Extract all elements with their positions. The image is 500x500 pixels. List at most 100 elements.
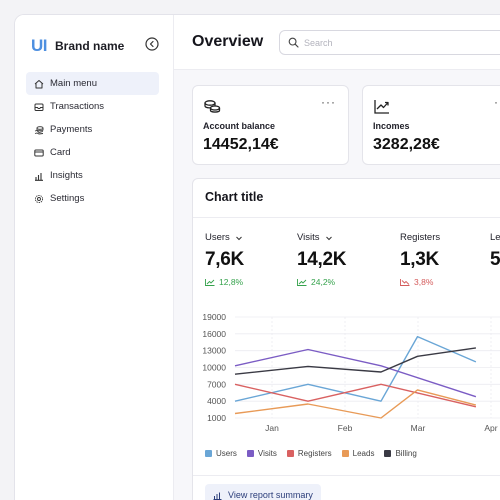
legend-label: Users: [216, 449, 237, 458]
top-bar: Overview: [174, 15, 500, 70]
metric-name: Le: [490, 232, 500, 243]
coins-stack-icon: [204, 100, 221, 113]
inbox-icon: [34, 103, 44, 111]
view-report-button[interactable]: View report summary: [205, 484, 321, 500]
home-icon: [34, 79, 44, 88]
chevron-down-icon: [235, 236, 242, 240]
sidebar: UI Brand name Main menu Transactions Pay…: [15, 15, 174, 500]
y-tick-label: 19000: [202, 312, 226, 322]
sidebar-nav: Main menu Transactions Payments Card Ins…: [26, 72, 159, 210]
chart-card: Chart title Users 7,6K 12,8% Visits 14,2…: [192, 178, 500, 500]
sidebar-item-settings[interactable]: Settings: [26, 187, 159, 210]
legend-item-visits[interactable]: Visits: [246, 449, 277, 458]
view-report-label: View report summary: [228, 490, 313, 500]
brand: UI Brand name: [31, 36, 159, 56]
series-line-leads: [234, 389, 477, 419]
x-tick-label: Feb: [338, 423, 353, 433]
sidebar-item-payments[interactable]: Payments: [26, 118, 159, 141]
line-chart: 19000 16000 13000 10000 7000 4000 1000 Jan Feb Ma…: [202, 312, 500, 433]
metric-value: 7,6K: [205, 249, 244, 270]
more-options-icon[interactable]: ···: [321, 95, 336, 109]
page-title: Overview: [192, 33, 264, 50]
legend-item-leads[interactable]: Leads: [341, 449, 375, 458]
legend-swatch: [341, 450, 349, 457]
legend-swatch: [384, 450, 392, 457]
stat-value: 14452,14€: [203, 136, 279, 153]
search-icon: [288, 37, 299, 48]
y-tick-label: 1000: [207, 413, 226, 423]
brand-name: Brand name: [55, 39, 125, 53]
incomes-card: ··· Incomes 3282,28€: [362, 85, 500, 165]
legend-swatch: [205, 450, 212, 457]
y-tick-label: 4000: [207, 396, 226, 406]
legend-swatch: [286, 450, 294, 457]
trend-up-icon: [297, 279, 307, 286]
legend-label: Visits: [257, 449, 277, 458]
metric-leads: Le 5: [490, 232, 500, 271]
sidebar-item-transactions[interactable]: Transactions: [26, 95, 159, 118]
legend-label: Billing: [395, 449, 417, 458]
sidebar-item-label: Main menu: [50, 78, 97, 89]
x-tick-label: Jan: [265, 423, 279, 433]
gear-icon: [34, 194, 44, 203]
sidebar-item-label: Card: [50, 147, 71, 158]
stat-label: Incomes: [373, 121, 410, 131]
search-box[interactable]: [279, 30, 500, 55]
metric-users: Users 7,6K 12,8%: [205, 232, 295, 287]
series-line-billing: [234, 347, 476, 375]
divider: [193, 217, 500, 218]
metric-name-dropdown[interactable]: Visits: [297, 232, 387, 243]
chart-legend: Users Visits Registers Leads Billing: [205, 449, 427, 458]
trend-up-icon: [205, 279, 215, 286]
search-input[interactable]: [304, 37, 500, 48]
metric-registers: Registers 1,3K 3,8%: [400, 232, 490, 287]
legend-item-billing[interactable]: Billing: [384, 449, 417, 458]
y-tick-label: 7000: [207, 379, 226, 389]
sidebar-item-main-menu[interactable]: Main menu: [26, 72, 159, 95]
chevron-down-icon: [325, 236, 332, 240]
metric-value: 1,3K: [400, 249, 439, 270]
series-line-registers: [234, 383, 477, 408]
metric-visits: Visits 14,2K 24,2%: [297, 232, 387, 287]
legend-label: Leads: [352, 449, 375, 458]
x-tick-label: Apr: [484, 423, 497, 433]
metric-change: 24,2%: [297, 277, 387, 287]
chart-title: Chart title: [205, 190, 264, 204]
sidebar-item-label: Payments: [50, 124, 93, 135]
trend-down-icon: [400, 279, 410, 286]
brand-logo: UI: [31, 36, 48, 55]
credit-card-icon: [34, 149, 44, 156]
coins-icon: [34, 125, 44, 134]
bar-chart-icon: [35, 172, 43, 181]
more-options-icon[interactable]: ···: [494, 95, 500, 109]
series-line-visits: [234, 348, 477, 398]
sidebar-item-insights[interactable]: Insights: [26, 164, 159, 187]
series-line-users: [234, 335, 477, 402]
legend-item-registers[interactable]: Registers: [286, 449, 332, 458]
account-balance-card: ··· Account balance 14452,14€: [192, 85, 349, 165]
metric-name: Registers: [400, 232, 441, 243]
metric-change: 12,8%: [205, 277, 295, 287]
y-tick-label: 16000: [202, 329, 226, 339]
main-content: Overview ··· Account balance 14452,14€ ·…: [174, 15, 500, 500]
metric-value: 5: [490, 249, 500, 270]
bar-chart-icon: [213, 492, 222, 500]
legend-item-users[interactable]: Users: [205, 449, 237, 458]
sidebar-item-label: Insights: [50, 170, 83, 181]
sidebar-item-label: Transactions: [50, 101, 105, 112]
trend-up-icon: [374, 100, 389, 114]
y-tick-label: 13000: [202, 346, 226, 356]
x-tick-label: Mar: [411, 423, 426, 433]
app-window: UI Brand name Main menu Transactions Pay…: [14, 14, 500, 500]
metric-change: 3,8%: [400, 277, 490, 287]
metric-value: 14,2K: [297, 249, 347, 270]
sidebar-item-card[interactable]: Card: [26, 141, 159, 164]
stat-value: 3282,28€: [373, 136, 440, 153]
sidebar-item-label: Settings: [50, 193, 85, 204]
metric-name-dropdown[interactable]: Users: [205, 232, 295, 243]
collapse-sidebar-icon[interactable]: [145, 37, 159, 51]
legend-swatch: [246, 450, 254, 457]
legend-label: Registers: [297, 449, 332, 458]
stat-label: Account balance: [203, 121, 276, 131]
divider: [193, 475, 500, 476]
